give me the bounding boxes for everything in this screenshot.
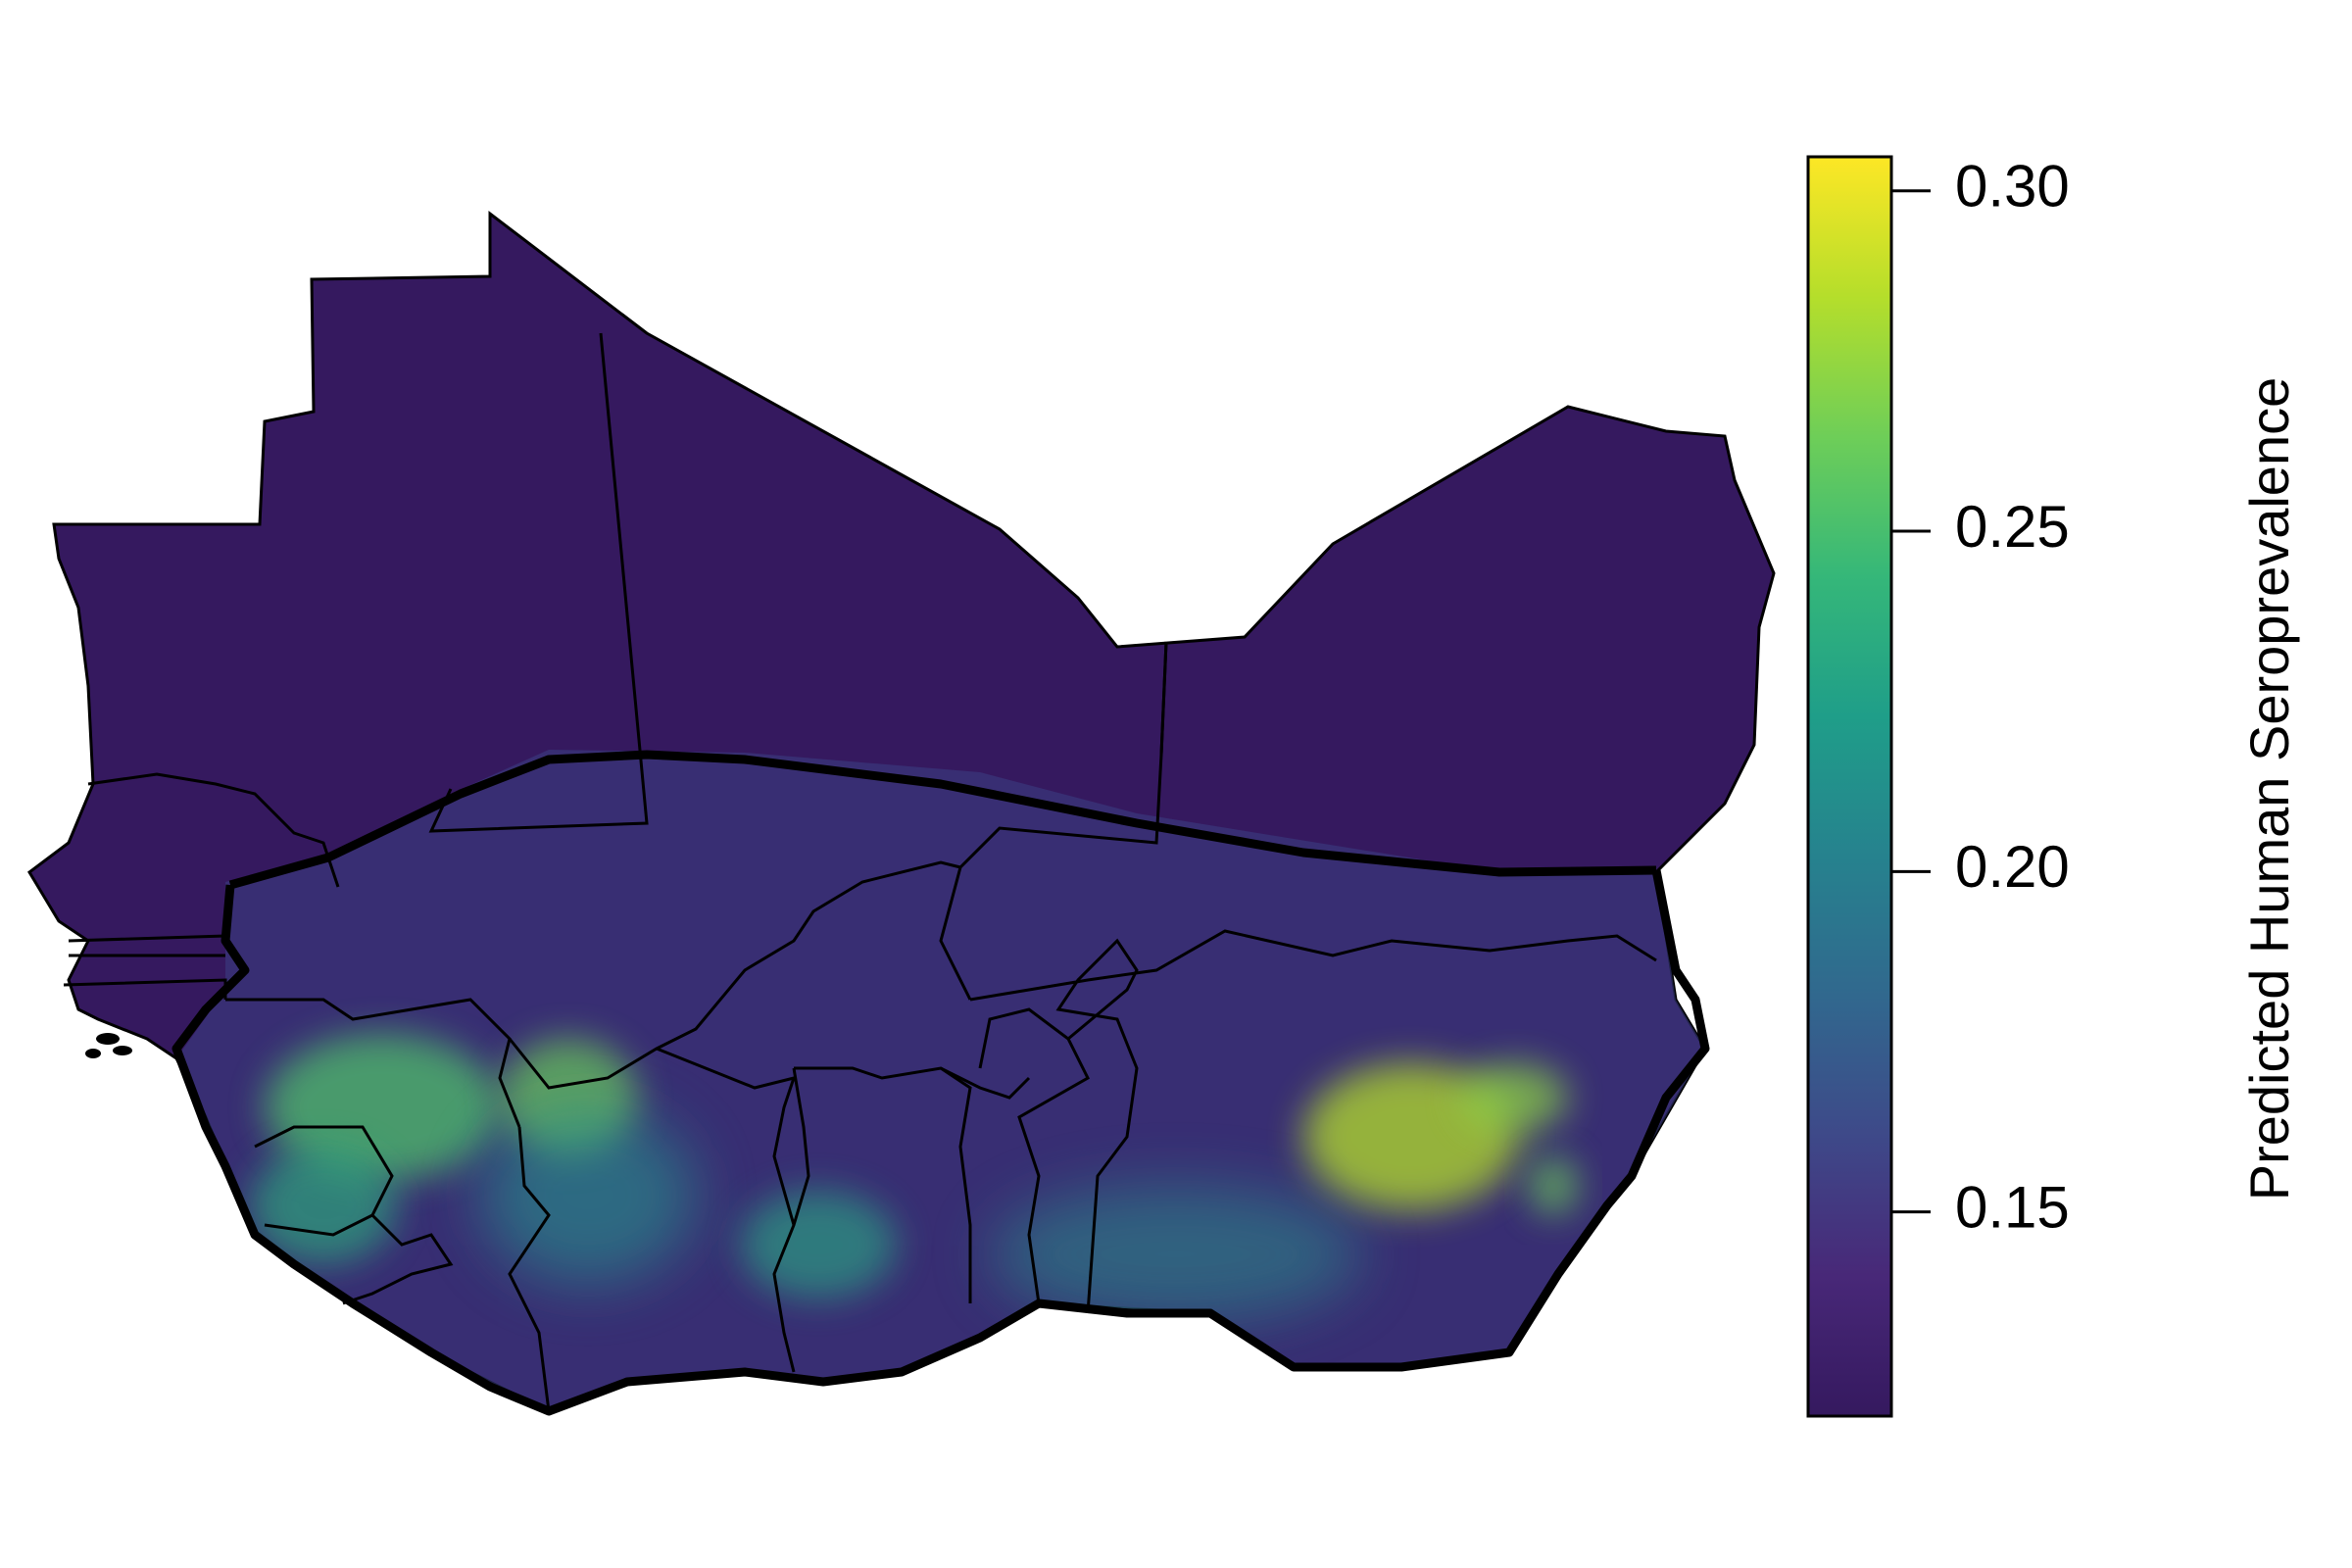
- legend-title: Predicted Human Seroprevalence: [2238, 377, 2300, 1200]
- ivory-coast-border: [508, 1126, 551, 1412]
- legend-tick-label: 0.15: [1955, 1174, 2070, 1240]
- benin-border: [978, 1007, 1090, 1304]
- legend-ticks: 0.30 0.25 0.20 0.15: [1891, 154, 2070, 1240]
- mali-burkina-border: [508, 860, 961, 1090]
- niger-north-border: [1159, 641, 1168, 756]
- ivory-coast-north: [480, 1107, 696, 1284]
- legend-tick-label: 0.25: [1955, 494, 2070, 560]
- sahel-boundary-line: [228, 750, 1657, 890]
- guinea-border: [225, 998, 521, 1128]
- southern-coastline: [172, 869, 1710, 1416]
- nigeria-east: [1460, 1063, 1568, 1132]
- gambia-strip: [68, 934, 226, 957]
- liberia-border: [342, 1213, 454, 1305]
- togo-border: [940, 1066, 972, 1303]
- ghana-togo-border: [772, 1067, 810, 1373]
- sierra-leone: [250, 1147, 397, 1264]
- nigeria-southeast: [1529, 1156, 1578, 1215]
- senegal-border: [87, 772, 340, 888]
- legend-tick-label: 0.30: [1955, 154, 2070, 220]
- country-borders: [63, 332, 1657, 1412]
- legend-colorbar: [1806, 155, 1893, 1418]
- legend-tick-label: 0.20: [1955, 834, 2070, 900]
- benin-nigeria-border: [1055, 938, 1139, 1314]
- ghana-coast: [740, 1191, 897, 1298]
- west-guinea: [265, 1034, 500, 1181]
- bissagos-islands: [85, 1033, 132, 1058]
- burkina-ghana-border: [656, 1047, 797, 1226]
- legend: 0.30 0.25 0.20 0.15 Predicted Human Seropre…: [1806, 154, 2300, 1418]
- sierra-leone-border: [254, 1125, 394, 1237]
- nigeria-south: [990, 1186, 1362, 1323]
- niger-nigeria-border: [969, 929, 1657, 1002]
- mauritania-mali-border: [428, 332, 649, 833]
